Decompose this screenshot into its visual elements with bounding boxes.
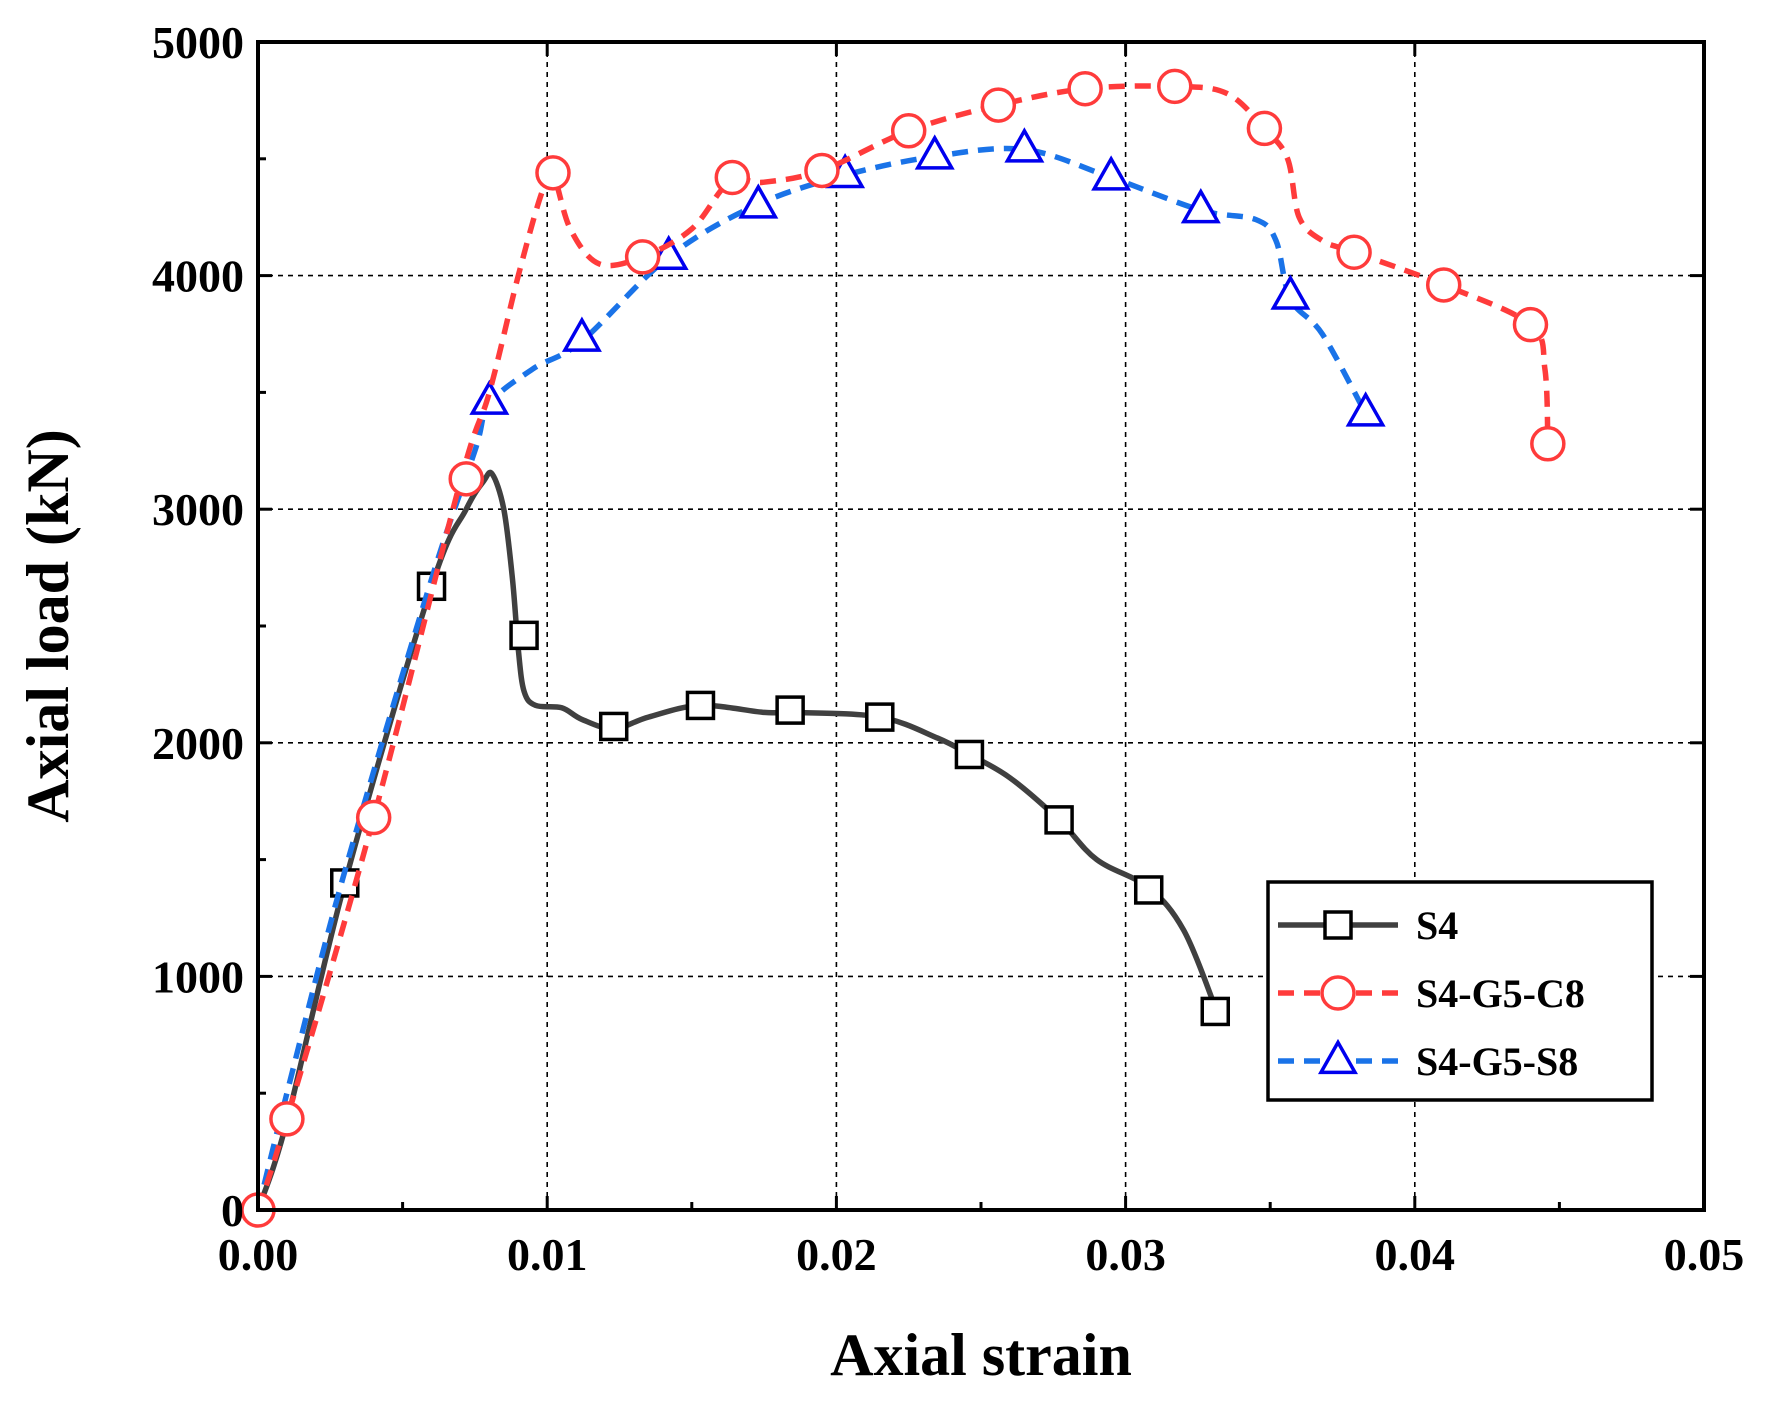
legend-marker-S4-G5-C8: [1320, 975, 1356, 1011]
y-axis-title: Axial load (kN): [15, 429, 81, 822]
y-tick-label: 5000: [152, 17, 244, 68]
y-tick-label: 2000: [152, 718, 244, 769]
data-point-S4-G5-S8: [914, 134, 955, 170]
data-point-S4: [775, 695, 805, 725]
data-point-S4-G5-C8: [980, 87, 1017, 123]
data-point-S4-G5-C8: [355, 799, 392, 836]
x-tick-label: 0.05: [1664, 1229, 1745, 1280]
data-point-S4-G5-C8: [804, 152, 840, 189]
data-point-S4-G5-S8: [738, 183, 779, 219]
data-point-S4-G5-C8: [1425, 267, 1462, 303]
legend: S4 S4-G5-C8 S4-G5-S8: [1266, 880, 1654, 1102]
ticks: [256, 40, 1706, 1212]
y-tick-label: 4000: [152, 251, 244, 302]
legend-items: S4 S4-G5-C8 S4-G5-S8: [1278, 903, 1585, 1084]
data-point-S4-G5-S8: [1091, 155, 1132, 191]
x-tick-label: 0.03: [1085, 1229, 1166, 1280]
data-point-S4-G5-C8: [1067, 70, 1103, 107]
data-point-S4: [1133, 875, 1164, 905]
data-point-S4-G5-C8: [269, 1101, 305, 1137]
data-point-S4-G5-C8: [890, 113, 927, 149]
data-point-S4-G5-S8: [561, 316, 602, 352]
legend-marker-S4-G5-S8: [1317, 1038, 1359, 1075]
data-point-S4: [954, 739, 985, 770]
data-point-S4: [865, 702, 895, 732]
data-point-S4-G5-C8: [535, 155, 571, 191]
series-layer: [240, 68, 1566, 1228]
data-point-S4-G5-C8: [1512, 306, 1549, 343]
x-tick-label: 0.01: [507, 1229, 588, 1280]
x-tick-label: 0.02: [796, 1229, 877, 1280]
tick-labels: 0.00 0.01 0.02 0.03 0.04 0.05 0 1000 2000 3000 400…: [152, 17, 1744, 1280]
y-tick-label: 0: [221, 1185, 244, 1236]
x-axis-title: Axial strain: [830, 1322, 1132, 1388]
legend-label-S4-G5-C8: S4-G5-C8: [1416, 971, 1585, 1016]
data-point-S4-G5-S8: [648, 234, 689, 271]
data-point-S4-G5-C8: [1530, 426, 1566, 462]
data-point-S4: [509, 620, 539, 651]
data-point-S4: [1200, 996, 1231, 1027]
data-point-S4-G5-C8: [448, 461, 484, 497]
data-point-S4-G5-C8: [1336, 234, 1372, 270]
data-point-S4-G5-C8: [624, 239, 661, 275]
data-point-S4-G5-S8: [1180, 188, 1221, 224]
legend-marker-S4: [1323, 910, 1353, 940]
y-tick-label: 3000: [152, 484, 244, 535]
data-point-S4: [685, 690, 716, 721]
x-tick-label: 0.00: [218, 1229, 299, 1280]
data-point-S4: [598, 711, 629, 742]
data-point-S4-G5-C8: [714, 159, 751, 196]
data-point-S4-G5-S8: [1270, 274, 1311, 310]
series-S4-G5-C8: [240, 68, 1566, 1228]
data-point-S4: [1044, 805, 1074, 835]
data-point-S4-G5-S8: [1345, 391, 1386, 427]
legend-label-S4: S4: [1416, 903, 1458, 948]
data-point-S4-G5-C8: [1157, 68, 1193, 105]
data-point-S4-G5-C8: [1246, 110, 1283, 147]
series-line-S4-G5-S8: [255, 145, 1369, 1211]
x-tick-label: 0.04: [1375, 1229, 1456, 1280]
data-point-S4-G5-S8: [1004, 127, 1045, 163]
y-tick-label: 1000: [152, 951, 244, 1002]
legend-label-S4-G5-S8: S4-G5-S8: [1416, 1039, 1578, 1084]
